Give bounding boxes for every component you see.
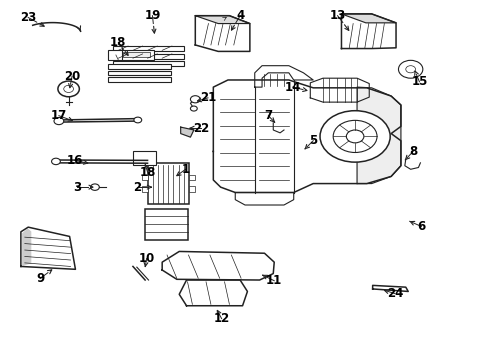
Polygon shape [191, 99, 196, 103]
Polygon shape [21, 227, 75, 269]
Bar [133, 151, 156, 165]
Polygon shape [196, 16, 250, 51]
Circle shape [191, 96, 200, 103]
Text: 17: 17 [51, 109, 67, 122]
Bar [189, 175, 195, 180]
Polygon shape [23, 229, 30, 265]
Text: 1: 1 [181, 163, 190, 176]
Bar [142, 175, 147, 180]
Polygon shape [179, 280, 247, 306]
Polygon shape [357, 87, 401, 184]
Polygon shape [342, 14, 396, 49]
Polygon shape [181, 127, 194, 137]
Text: 24: 24 [387, 287, 403, 300]
Polygon shape [162, 251, 274, 280]
Text: 20: 20 [64, 70, 80, 83]
Circle shape [406, 66, 416, 73]
Text: 18: 18 [139, 166, 156, 179]
Polygon shape [196, 16, 250, 23]
Text: 18: 18 [110, 36, 126, 49]
Text: 21: 21 [200, 91, 216, 104]
Polygon shape [255, 66, 313, 87]
Bar [114, 62, 184, 66]
Text: 6: 6 [417, 220, 425, 233]
Text: 8: 8 [409, 145, 417, 158]
Circle shape [54, 117, 64, 125]
Text: 7: 7 [264, 109, 272, 122]
Bar [108, 77, 171, 82]
Text: 9: 9 [36, 272, 45, 285]
Text: 23: 23 [20, 11, 36, 24]
Bar [142, 186, 147, 192]
Text: 14: 14 [285, 81, 301, 94]
Circle shape [64, 85, 74, 93]
Circle shape [91, 184, 99, 190]
Circle shape [346, 130, 364, 143]
Polygon shape [405, 159, 418, 169]
Polygon shape [213, 80, 401, 193]
Text: 4: 4 [236, 9, 244, 22]
Circle shape [51, 158, 60, 165]
Text: 2: 2 [133, 181, 141, 194]
Text: 22: 22 [193, 122, 209, 135]
Text: 19: 19 [144, 9, 161, 22]
Text: 15: 15 [411, 75, 428, 88]
Bar [147, 163, 189, 204]
Polygon shape [310, 78, 369, 102]
Circle shape [398, 60, 423, 78]
Bar [114, 54, 184, 59]
Text: 5: 5 [309, 134, 318, 147]
Circle shape [320, 111, 390, 162]
Polygon shape [235, 193, 294, 205]
Text: 11: 11 [266, 274, 282, 287]
Text: 13: 13 [329, 9, 346, 22]
Polygon shape [273, 123, 280, 133]
Bar [108, 71, 171, 75]
Circle shape [191, 106, 197, 111]
Text: 16: 16 [66, 154, 83, 167]
Bar [189, 186, 195, 192]
Bar [108, 64, 171, 68]
Polygon shape [342, 14, 396, 23]
Bar [145, 208, 188, 240]
Text: 12: 12 [214, 312, 230, 325]
Bar [108, 50, 154, 60]
Text: 3: 3 [73, 181, 81, 194]
Polygon shape [373, 285, 408, 292]
Circle shape [58, 81, 79, 97]
Bar [123, 53, 150, 58]
Bar [114, 46, 184, 51]
Text: 10: 10 [139, 252, 155, 265]
Circle shape [134, 117, 142, 123]
Circle shape [333, 120, 377, 153]
